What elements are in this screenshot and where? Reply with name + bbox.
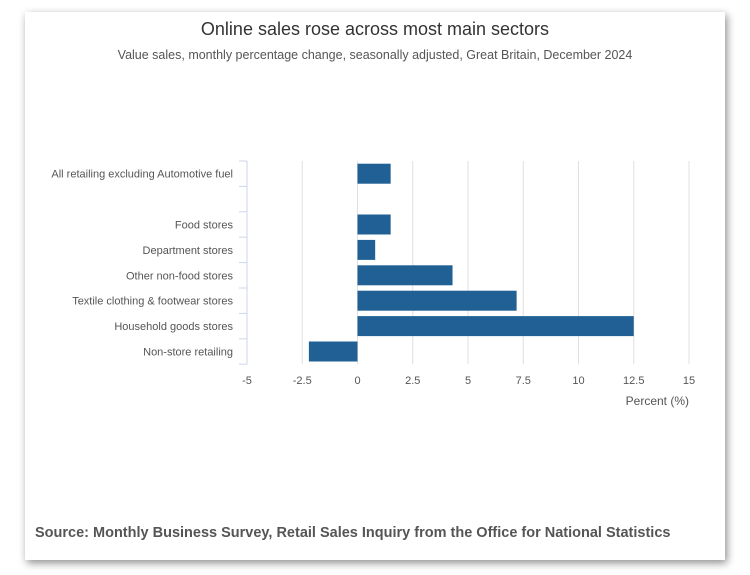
bar <box>357 239 376 260</box>
bar <box>357 163 391 184</box>
bar <box>308 341 358 362</box>
category-label: Department stores <box>143 245 234 257</box>
bar <box>357 316 634 337</box>
x-tick-label: 2.5 <box>405 375 420 387</box>
chart-subtitle: Value sales, monthly percentage change, … <box>117 48 633 62</box>
x-tick-label: 15 <box>683 375 695 387</box>
bar <box>357 265 453 286</box>
category-label: All retailing excluding Automotive fuel <box>51 169 233 181</box>
bar <box>357 290 517 311</box>
x-tick-label: 5 <box>465 375 471 387</box>
x-axis-title: Percent (%) <box>626 394 689 408</box>
category-label: Other non-food stores <box>126 270 234 282</box>
category-label: Textile clothing & footwear stores <box>72 296 233 308</box>
chart-title: Online sales rose across most main secto… <box>200 19 550 39</box>
category-label: Household goods stores <box>114 321 233 333</box>
chart-card <box>25 12 725 560</box>
source-note: Source: Monthly Business Survey, Retail … <box>35 525 671 541</box>
x-tick-label: -5 <box>242 375 252 387</box>
category-label: Food stores <box>175 220 234 232</box>
x-tick-label: 7.5 <box>516 375 531 387</box>
x-tick-label: 0 <box>354 375 360 387</box>
bar <box>357 214 391 235</box>
category-label: Non-store retailing <box>143 347 233 359</box>
x-tick-label: -2.5 <box>293 375 312 387</box>
x-tick-label: 12.5 <box>623 375 644 387</box>
x-tick-label: 10 <box>572 375 584 387</box>
